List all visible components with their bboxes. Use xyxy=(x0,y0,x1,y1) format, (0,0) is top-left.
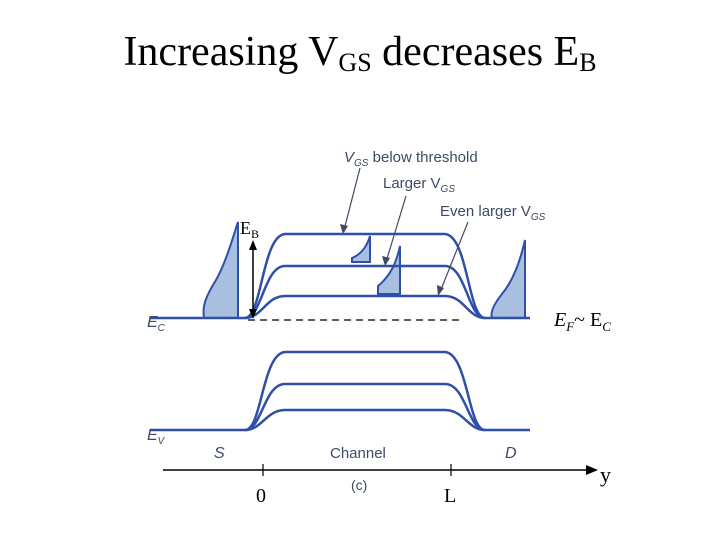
label-figure-c: (c) xyxy=(351,477,367,493)
pointer-even-larger xyxy=(439,221,469,293)
ev-curve-below-threshold xyxy=(150,350,530,432)
label-drain: D xyxy=(505,445,517,462)
label-vgs-below-threshold: VGS below threshold xyxy=(344,149,478,169)
channel-distribution-below-threshold xyxy=(351,235,371,263)
ev-curve-larger-vgs xyxy=(244,382,486,432)
eb-arrow-head-top xyxy=(249,240,257,250)
ec-curve-below-threshold xyxy=(150,232,530,320)
drain-electron-distribution xyxy=(490,239,526,319)
ec-curve-even-larger-vgs xyxy=(244,294,486,320)
pointer-larger-head xyxy=(382,256,390,266)
ev-curve-even-larger-vgs xyxy=(244,408,486,432)
tick-label-L: L xyxy=(444,485,456,507)
pointer-even-larger-head xyxy=(437,285,444,296)
label-larger-vgs: Larger VGS xyxy=(383,175,455,195)
pointer-below-threshold xyxy=(343,167,361,231)
eb-arrow-head-bottom xyxy=(249,309,257,319)
label-eb: EB xyxy=(240,218,259,241)
label-ev: EV xyxy=(147,427,166,447)
source-electron-distribution xyxy=(202,221,239,319)
label-fermi-level: EF~ EC xyxy=(553,309,611,334)
ec-curve-larger-vgs xyxy=(244,264,486,320)
label-ec: EC xyxy=(147,314,166,334)
y-axis-label: y xyxy=(600,462,611,487)
pointer-larger xyxy=(385,195,407,263)
pointer-below-threshold-head xyxy=(340,224,348,234)
channel-distribution-larger xyxy=(377,245,401,295)
tick-label-0: 0 xyxy=(256,485,266,507)
slide-title: Increasing VGS decreases EB xyxy=(123,29,597,77)
label-source: S xyxy=(214,445,225,462)
y-axis-arrowhead xyxy=(586,465,598,475)
label-even-larger-vgs: Even larger VGS xyxy=(440,203,546,223)
label-channel: Channel xyxy=(330,445,386,462)
